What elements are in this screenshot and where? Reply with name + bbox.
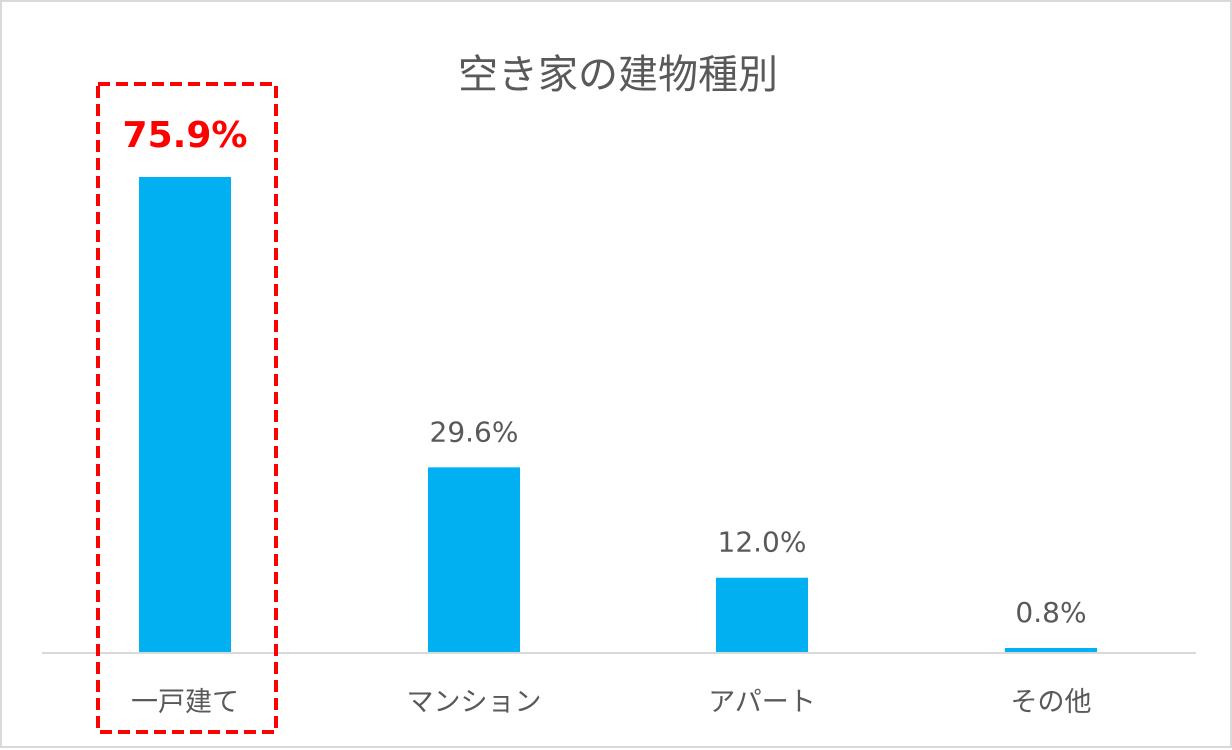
- bar-2: [428, 467, 520, 653]
- chart-title: 空き家の建物種別: [458, 52, 778, 98]
- category-label-1: 一戸建て: [131, 687, 239, 718]
- value-label-3: 12.0%: [718, 526, 807, 559]
- bar-1: [139, 177, 231, 653]
- bar-3: [716, 577, 808, 653]
- bars-group: 75.9% 一戸建て 29.6% マンション 12.0% アパート 0.8% その他: [123, 115, 1097, 718]
- bar-4: [1005, 647, 1097, 653]
- value-label-4: 0.8%: [1015, 596, 1086, 629]
- category-label-2: マンション: [407, 687, 542, 718]
- category-label-4: その他: [1011, 687, 1092, 718]
- category-label-3: アパート: [708, 687, 815, 718]
- value-label-1: 75.9%: [123, 115, 248, 156]
- value-label-2: 29.6%: [430, 415, 519, 448]
